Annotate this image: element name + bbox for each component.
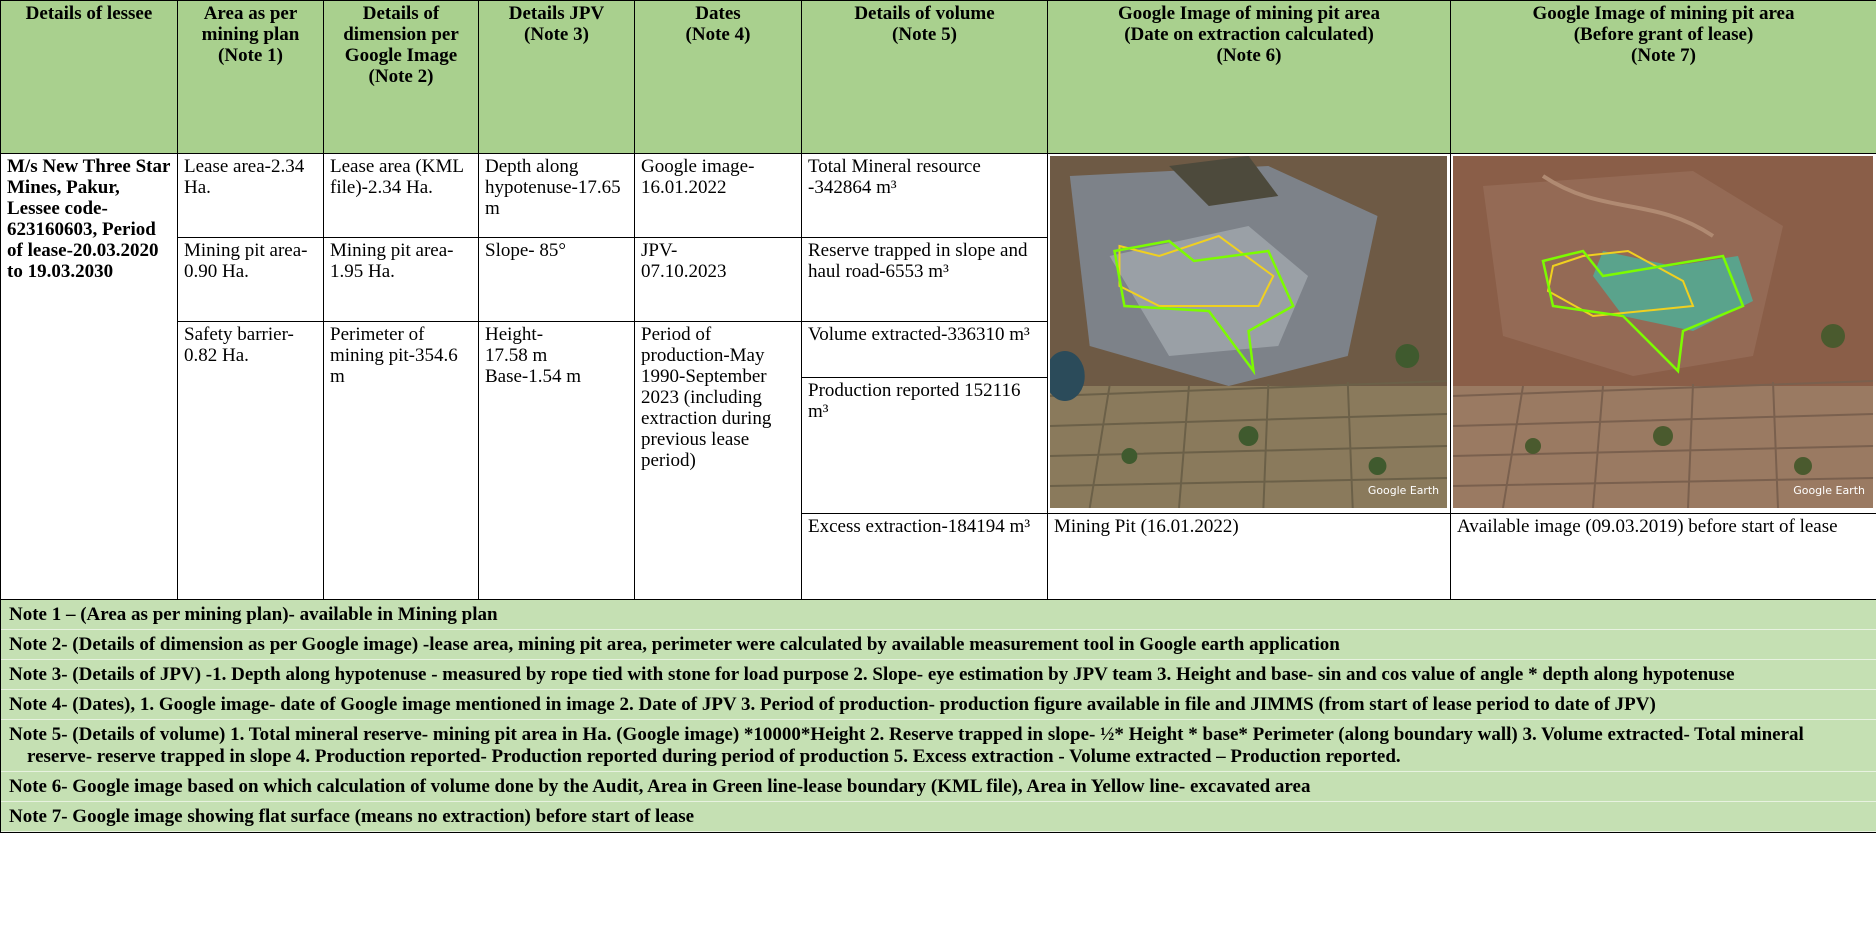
cell: Period of production-May 1990-September … [634, 321, 802, 600]
note: Note 3- (Details of JPV) -1. Depth along… [1, 660, 1876, 690]
header-row: Details of lessee Area as per mining pla… [0, 0, 1876, 154]
note: Note 6- Google image based on which calc… [1, 772, 1876, 802]
cell: Perimeter of mining pit-354.6 m [323, 321, 479, 600]
notes-row: Note 1 – (Area as per mining plan)- avai… [0, 599, 1876, 833]
header-cell: Google Image of mining pit area (Before … [1450, 0, 1876, 154]
header-cell: Details of dimension per Google Image (N… [323, 0, 479, 154]
image-cell: Google Earth [1047, 153, 1451, 514]
image-caption: Mining Pit (16.01.2022) [1047, 513, 1451, 600]
cell: Height- 17.58 m Base-1.54 m [478, 321, 635, 600]
cell: Total Mineral resource -342864 m³ [801, 153, 1048, 238]
cell: Mining pit area- 1.95 Ha. [323, 237, 479, 322]
notes-cell: Note 1 – (Area as per mining plan)- avai… [0, 599, 1876, 833]
note: Note 2- (Details of dimension as per Goo… [1, 630, 1876, 660]
image-watermark: Google Earth [1368, 484, 1439, 497]
audit-table: Details of lessee Area as per mining pla… [0, 0, 1876, 833]
header-cell: Area as per mining plan (Note 1) [177, 0, 324, 154]
satellite-image: Google Earth [1453, 156, 1873, 508]
note: Note 7- Google image showing flat surfac… [1, 802, 1876, 832]
cell: Lease area-2.34 Ha. [177, 153, 324, 238]
image-cell: Google Earth [1450, 153, 1876, 514]
cell: Reserve trapped in slope and haul road-6… [801, 237, 1048, 322]
row: Safety barrier-0.82 Ha. Perimeter of min… [1, 321, 1876, 600]
note: Note 4- (Dates), 1. Google image- date o… [1, 690, 1876, 720]
image-watermark: Google Earth [1793, 484, 1865, 497]
cell: Mining pit area- 0.90 Ha. [177, 237, 324, 322]
cell: Google image- 16.01.2022 [634, 153, 802, 238]
header-cell: Details JPV (Note 3) [478, 0, 635, 154]
cell: Slope- 85° [478, 237, 635, 322]
header-cell: Google Image of mining pit area (Date on… [1047, 0, 1451, 154]
row: Mining pit area- 0.90 Ha. Mining pit are… [1, 237, 1876, 322]
note: Note 5- (Details of volume) 1. Total min… [1, 720, 1876, 772]
row: Production reported 152116 m³ [1, 377, 1876, 514]
satellite-image: Google Earth [1050, 156, 1447, 508]
cell: Excess extraction-184194 m³ [801, 513, 1048, 600]
cell: Lease area (KML file)-2.34 Ha. [323, 153, 479, 238]
header-cell: Dates (Note 4) [634, 0, 802, 154]
cell: Volume extracted-336310 m³ [801, 321, 1048, 378]
row: M/s New Three Star Mines, Pakur, Lessee … [0, 153, 1876, 600]
cell: Safety barrier-0.82 Ha. [177, 321, 324, 600]
header-cell: Details of lessee [0, 0, 178, 154]
cell: JPV- 07.10.2023 [634, 237, 802, 322]
cell: Depth along hypotenuse-17.65 m [478, 153, 635, 238]
header-cell: Details of volume (Note 5) [801, 0, 1048, 154]
row: Excess extraction-184194 m³ Mining Pit (… [1, 513, 1876, 600]
cell: Production reported 152116 m³ [801, 377, 1048, 514]
lessee-cell: M/s New Three Star Mines, Pakur, Lessee … [0, 153, 178, 600]
image-caption: Available image (09.03.2019) before star… [1450, 513, 1876, 600]
note: Note 1 – (Area as per mining plan)- avai… [1, 600, 1876, 630]
